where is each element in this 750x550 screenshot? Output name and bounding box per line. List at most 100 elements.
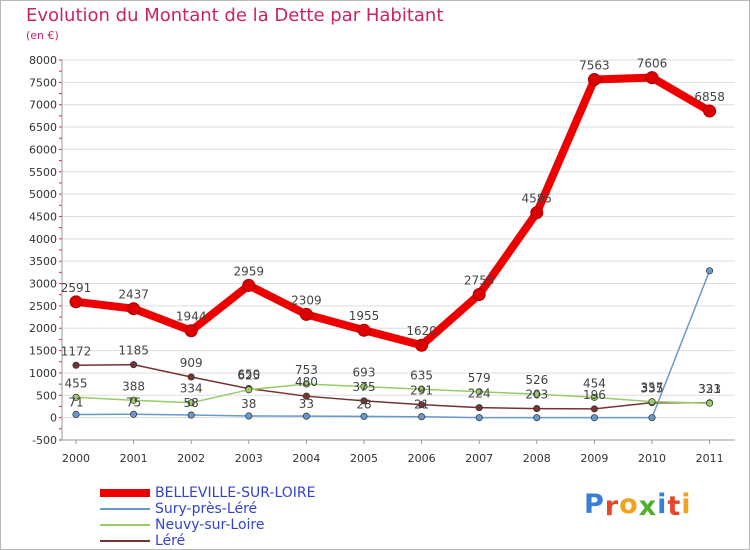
data-point <box>187 399 195 407</box>
x-tick-label: 2000 <box>62 452 90 465</box>
data-label: 1955 <box>349 309 380 323</box>
legend-item: Léré <box>100 533 400 549</box>
legend-item: Neuvy-sur-Loire <box>100 517 400 533</box>
data-label: 224 <box>468 387 491 401</box>
data-label: 2309 <box>291 293 322 307</box>
data-point <box>415 338 429 352</box>
x-tick-label: 2007 <box>465 452 493 465</box>
logo-letter: r <box>604 491 620 522</box>
y-tick-label: 2500 <box>29 300 57 313</box>
data-point <box>130 361 138 369</box>
x-tick-label: 2002 <box>177 452 205 465</box>
x-tick-label: 2011 <box>696 452 724 465</box>
data-point <box>299 307 313 321</box>
data-point <box>530 206 544 220</box>
data-point <box>302 392 310 400</box>
legend-label: Léré <box>155 533 186 549</box>
x-tick-label: 2001 <box>120 452 148 465</box>
y-tick-label: 0 <box>50 412 57 425</box>
data-point <box>245 412 253 420</box>
data-label: 1944 <box>176 310 207 324</box>
logo-letter: i <box>681 489 692 520</box>
data-label: 4585 <box>522 192 553 206</box>
data-point <box>706 399 714 407</box>
data-label: 21 <box>414 398 429 412</box>
data-point <box>127 302 141 316</box>
series-line <box>75 383 711 404</box>
data-point <box>302 412 310 420</box>
data-label: 291 <box>410 384 433 398</box>
data-label: 375 <box>353 380 376 394</box>
plot-area <box>62 60 735 440</box>
data-label: 579 <box>468 371 491 385</box>
x-tick-label: 2010 <box>638 452 666 465</box>
data-label: 335 <box>641 382 664 396</box>
y-tick-label: 7500 <box>29 76 57 89</box>
y-tick-label: 7000 <box>29 99 57 112</box>
data-point <box>533 414 541 422</box>
data-point <box>69 295 83 309</box>
y-tick-label: 4500 <box>29 210 57 223</box>
x-tick-label: 2006 <box>408 452 436 465</box>
data-label: 2755 <box>464 273 495 287</box>
proxiti-logo: Proxiti <box>584 489 692 522</box>
legend-swatch <box>100 489 150 497</box>
data-point <box>245 386 253 394</box>
data-label: 7606 <box>637 57 668 71</box>
y-tick-label: 4000 <box>29 233 57 246</box>
y-tick-label: 8000 <box>29 54 57 67</box>
x-tick-label: 2003 <box>235 452 263 465</box>
data-point <box>587 73 601 87</box>
legend: BELLEVILLE-SUR-LOIRE Sury-près-Léré Neuvy-… <box>100 485 400 549</box>
x-tick-label: 2009 <box>580 452 608 465</box>
data-point <box>472 287 486 301</box>
data-point <box>533 390 541 398</box>
series-line <box>75 363 711 410</box>
data-label: 753 <box>295 363 318 377</box>
data-point <box>648 398 656 406</box>
data-point <box>418 385 426 393</box>
data-label: 203 <box>525 388 548 402</box>
data-label: 7563 <box>579 59 610 73</box>
y-tick-label: 3500 <box>29 255 57 268</box>
y-tick-label: 5500 <box>29 166 57 179</box>
data-point <box>475 404 483 412</box>
legend-item: Sury-près-Léré <box>100 501 400 517</box>
data-point <box>648 414 656 422</box>
data-point <box>187 373 195 381</box>
data-point <box>72 393 80 401</box>
data-point <box>302 380 310 388</box>
data-label: 28 <box>356 397 371 411</box>
chart-title: Evolution du Montant de la Dette par Hab… <box>26 5 444 26</box>
unit-label: (en €) <box>26 29 59 42</box>
data-label: 2591 <box>61 281 92 295</box>
data-point <box>706 267 714 275</box>
data-label: 1620 <box>406 324 437 338</box>
legend-swatch <box>100 540 150 542</box>
data-point <box>130 396 138 404</box>
y-tick-label: -500 <box>32 434 57 447</box>
data-point <box>184 324 198 338</box>
x-tick-label: 2004 <box>292 452 320 465</box>
data-label: 2437 <box>118 288 149 302</box>
y-tick-label: 1000 <box>29 367 57 380</box>
data-label: 331 <box>698 382 721 396</box>
data-label: 1185 <box>118 344 149 358</box>
logo-letter: t <box>667 491 682 522</box>
data-label: 480 <box>295 375 318 389</box>
data-point <box>590 414 598 422</box>
data-label: 650 <box>237 368 260 382</box>
data-point <box>130 410 138 418</box>
legend-label: Neuvy-sur-Loire <box>155 517 265 533</box>
legend-label: Sury-près-Léré <box>155 501 258 517</box>
data-label: 388 <box>122 379 145 393</box>
logo-letter: i <box>657 489 668 520</box>
data-label: 58 <box>184 396 199 410</box>
data-label: 625 <box>237 369 260 383</box>
x-tick-label: 2005 <box>350 452 378 465</box>
data-label: 693 <box>353 366 376 380</box>
data-label: 33 <box>299 397 314 411</box>
data-label: 323 <box>698 382 721 396</box>
logo-letter: P <box>584 489 605 520</box>
